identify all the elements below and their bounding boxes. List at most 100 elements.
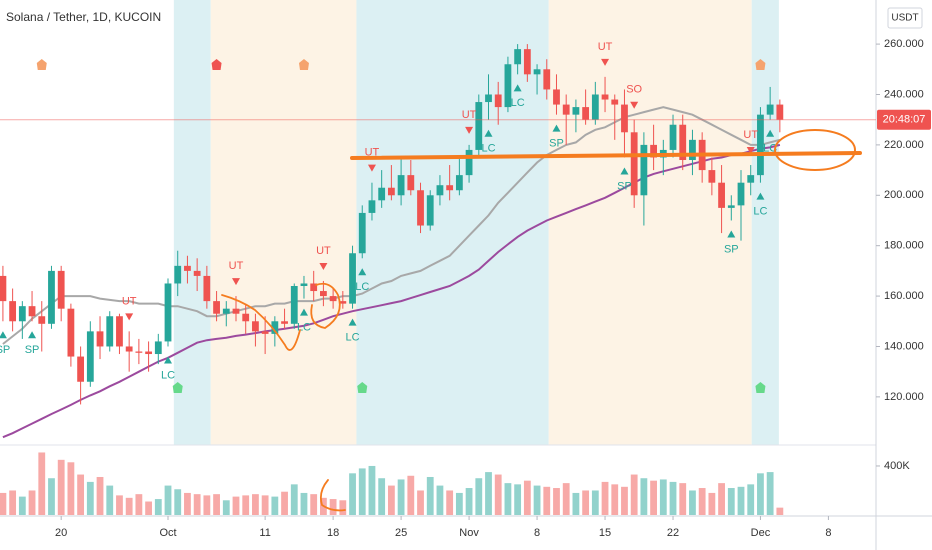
signal-label: SP <box>724 243 739 255</box>
volume-bar <box>77 474 85 515</box>
volume-bar <box>242 495 250 515</box>
volume-bar <box>679 483 687 515</box>
candle-body <box>523 49 531 75</box>
candle-body <box>572 107 580 115</box>
volume-bar <box>659 479 667 515</box>
signal-label: SP <box>617 180 632 192</box>
candle-body <box>562 104 570 115</box>
volume-bar <box>300 492 308 515</box>
candle-body <box>630 132 638 196</box>
volume-bar <box>154 499 162 515</box>
candle-body <box>242 313 250 322</box>
signal-label: UT <box>598 41 613 53</box>
volume-bar <box>494 474 502 515</box>
candle-body <box>222 308 230 314</box>
candle-body <box>436 185 444 196</box>
countdown-label: 20:48:07 <box>883 114 926 126</box>
candle-body <box>203 275 211 302</box>
hand-drawn-annotations <box>221 129 862 512</box>
candle-body <box>174 265 182 284</box>
volume-bar <box>397 479 405 515</box>
candle-body <box>290 285 298 324</box>
candle-body <box>349 253 356 304</box>
scribble <box>319 479 346 512</box>
volume-bar <box>553 488 560 515</box>
candle-body <box>300 283 308 286</box>
candle-body <box>9 301 17 322</box>
signal-triangle <box>367 164 376 172</box>
volume-bar <box>193 494 201 515</box>
volume-bar <box>261 495 269 515</box>
pentagon-marker <box>36 59 47 70</box>
volume-bar <box>145 501 152 515</box>
volume-bar <box>407 475 415 515</box>
candle-body <box>135 351 143 353</box>
candle-body <box>116 316 123 347</box>
volume-bar <box>757 473 764 515</box>
candle-body <box>621 104 628 133</box>
candle-body <box>757 114 764 176</box>
candle-body <box>397 175 405 196</box>
signal-label: UT <box>743 129 758 141</box>
volume-bar <box>533 485 541 515</box>
signal-triangle <box>0 331 7 339</box>
volume-bar <box>125 497 133 515</box>
volume-bar <box>417 490 424 515</box>
volume-bar <box>582 490 590 515</box>
candle-body <box>67 308 75 357</box>
candle-body <box>125 346 133 352</box>
volume-bar <box>640 478 648 515</box>
pentagon-marker <box>172 382 183 393</box>
volume-bar <box>252 494 259 515</box>
moving-average <box>2 143 781 439</box>
signal-triangle <box>727 230 736 238</box>
candle-body <box>320 291 327 297</box>
signal-label: UT <box>365 147 380 159</box>
x-tick-label: Dec <box>751 527 771 539</box>
circle-mark <box>774 129 856 171</box>
candle-body <box>669 124 677 150</box>
signal-triangle <box>231 278 240 286</box>
x-tick-label: Oct <box>159 527 176 539</box>
volume-bar <box>28 490 36 515</box>
volume-bar <box>358 468 366 515</box>
x-tick-label: 18 <box>327 527 339 539</box>
candle-body <box>86 331 94 382</box>
signal-triangle <box>766 129 775 137</box>
signal-label: LC <box>753 206 767 218</box>
volume-bar <box>669 481 677 515</box>
signal-label: LC <box>161 369 175 381</box>
volume-bar <box>48 478 55 515</box>
candle-body <box>184 265 191 271</box>
volume-bar <box>689 490 696 515</box>
candle-body <box>252 321 259 332</box>
x-tick-label: Nov <box>459 527 479 539</box>
volume-bar <box>164 485 172 515</box>
scribble <box>310 282 341 329</box>
x-tick-label: 8 <box>825 527 831 539</box>
candle-body <box>727 205 735 208</box>
signal-triangle <box>465 126 474 134</box>
volume-bar <box>504 483 512 515</box>
candle-body <box>261 331 269 334</box>
session-zone <box>751 0 779 445</box>
x-tick-label: 20 <box>55 527 67 539</box>
candle-body <box>0 275 7 302</box>
volume-bar <box>455 492 463 515</box>
candle-body <box>417 190 424 226</box>
volume-bar <box>475 478 483 515</box>
candle-body <box>582 107 590 120</box>
volume-bar <box>718 483 725 515</box>
candle-body <box>601 94 609 100</box>
candle-body <box>145 351 152 355</box>
volume-bar <box>436 485 444 515</box>
candle-body <box>465 149 473 176</box>
signal-label: SP <box>0 344 10 356</box>
candle-body <box>96 331 104 347</box>
candle-body <box>232 308 240 314</box>
volume-bar <box>106 485 114 515</box>
signal-label: UT <box>316 245 331 257</box>
volume-bar <box>630 474 638 515</box>
candle-body <box>446 185 454 191</box>
